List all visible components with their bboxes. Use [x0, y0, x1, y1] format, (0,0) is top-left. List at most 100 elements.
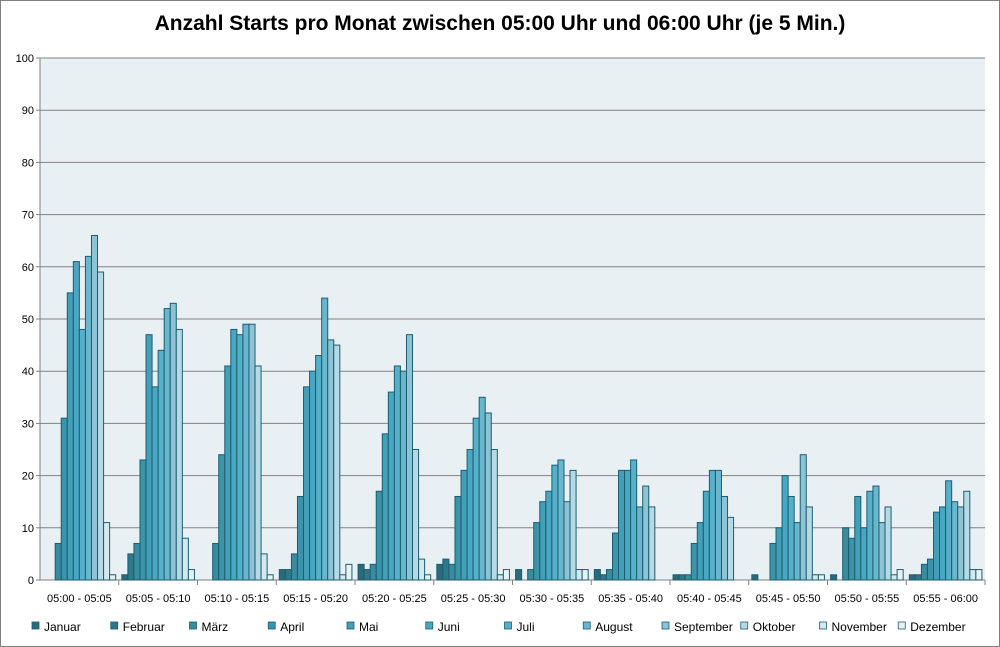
bar-oktober	[175, 328, 183, 581]
y-tick-label: 20	[22, 471, 34, 483]
y-tick-label: 80	[22, 157, 34, 169]
bar-oktober	[333, 344, 341, 581]
bar-juni	[151, 386, 159, 581]
bar-august	[557, 459, 565, 581]
legend-label-januar: Januar	[44, 620, 81, 634]
bar-januar	[751, 574, 759, 581]
bar-oktober	[97, 271, 105, 581]
x-tick-label: 05:15 - 05:20	[283, 593, 348, 605]
bar-april	[611, 532, 620, 581]
legend-swatch-märz	[189, 621, 197, 630]
y-tick-label: 60	[22, 262, 34, 274]
bar-april	[375, 490, 383, 581]
bar-dezember	[817, 574, 825, 581]
bar-mai	[933, 511, 941, 581]
bar-oktober	[805, 506, 813, 581]
y-tick-label: 10	[22, 523, 34, 535]
bar-november	[575, 569, 583, 581]
legend-label-dezember: Dezember	[910, 620, 965, 634]
bar-dezember	[975, 569, 983, 581]
bar-dezember	[502, 569, 510, 581]
bar-november	[969, 569, 977, 581]
bar-mai	[696, 522, 704, 581]
bar-juli	[708, 469, 716, 581]
bar-januar	[357, 563, 365, 581]
bar-mai	[381, 433, 389, 581]
bar-mai	[460, 469, 468, 581]
x-tick-label: 05:10 - 05:15	[204, 593, 269, 605]
bar-januar	[672, 574, 680, 581]
bar-september	[799, 454, 807, 581]
bar-dezember	[896, 569, 904, 581]
legend-swatch-mai	[346, 621, 355, 630]
bar-märz	[212, 542, 220, 581]
bar-juli	[157, 349, 165, 581]
bar-april	[848, 537, 856, 581]
bar-oktober	[963, 490, 971, 581]
bar-november	[496, 574, 504, 581]
bar-mai	[224, 365, 232, 581]
bar-september	[327, 339, 335, 581]
legend-swatch-februar	[110, 621, 119, 630]
bar-oktober	[569, 469, 577, 581]
bar-juni	[309, 370, 317, 581]
bar-dezember	[109, 574, 117, 581]
bar-september	[957, 506, 965, 581]
bar-januar	[121, 574, 129, 581]
bar-november	[339, 574, 347, 581]
bar-november	[890, 574, 898, 581]
legend-swatch-april	[267, 621, 276, 630]
bar-april	[690, 542, 698, 581]
bar-mai	[303, 386, 311, 581]
bar-august	[951, 501, 959, 581]
y-tick-label: 100	[16, 53, 34, 65]
bar-april	[296, 495, 305, 581]
bar-april	[926, 558, 935, 581]
bar-juni	[702, 490, 710, 581]
legend-swatch-august	[582, 621, 591, 630]
bar-april	[139, 459, 147, 581]
bar-märz	[920, 563, 928, 581]
bar-november	[260, 553, 268, 581]
bar-dezember	[345, 563, 353, 581]
bar-juni	[72, 261, 80, 581]
legend-swatch-oktober	[740, 621, 749, 630]
bar-juni	[387, 391, 395, 581]
x-tick-label: 05:50 - 05:55	[834, 593, 899, 605]
bar-oktober	[254, 365, 262, 581]
bar-september	[169, 302, 177, 581]
bar-märz	[133, 542, 141, 581]
x-tick-label: 05:30 - 05:35	[519, 593, 584, 605]
bar-februar	[284, 569, 292, 581]
bar-juni	[624, 469, 632, 581]
bar-märz	[369, 563, 377, 581]
bar-april	[60, 417, 68, 581]
legend-label-august: August	[595, 620, 633, 634]
bar-juli	[866, 490, 874, 581]
bar-dezember	[581, 569, 589, 581]
bar-juli	[393, 365, 401, 581]
bar-april	[769, 542, 777, 581]
bar-märz	[54, 542, 62, 581]
y-tick-label: 90	[22, 105, 34, 117]
legend-label-oktober: Oktober	[753, 620, 796, 634]
bar-oktober	[412, 449, 420, 581]
bar-juli	[236, 334, 244, 581]
bar-august	[399, 370, 407, 581]
legend-label-februar: Februar	[123, 620, 165, 634]
bar-mai	[539, 501, 547, 581]
bar-märz	[842, 527, 850, 581]
bar-januar	[436, 563, 444, 581]
bar-august	[84, 255, 92, 581]
bar-märz	[527, 569, 535, 581]
bar-april	[218, 454, 226, 581]
bar-mai	[854, 495, 862, 581]
bar-dezember	[424, 574, 432, 581]
x-tick-label: 05:35 - 05:40	[598, 593, 663, 605]
bar-september	[405, 334, 414, 581]
y-tick-label: 50	[22, 314, 34, 326]
bar-august	[872, 485, 880, 581]
bar-januar	[830, 574, 838, 581]
x-tick-label: 05:55 - 06:00	[913, 593, 978, 605]
bar-august	[478, 396, 486, 581]
